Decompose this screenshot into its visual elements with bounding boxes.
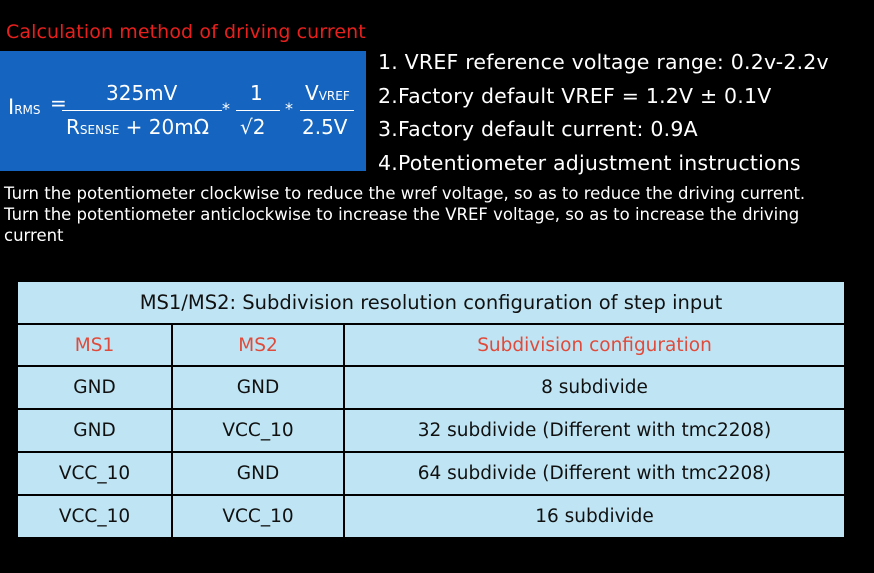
cell-ms2: GND xyxy=(171,451,345,496)
page-title: Calculation method of driving current xyxy=(6,21,366,43)
cell-ms2: VCC_10 xyxy=(171,494,345,539)
formula-fraction-bar-2 xyxy=(236,110,280,111)
cell-ms1: GND xyxy=(16,365,173,410)
formula-denominator: RSENSE + 20mΩ xyxy=(66,115,209,139)
cell-subdivision: 16 subdivide xyxy=(343,494,846,539)
description: Turn the potentiometer clockwise to redu… xyxy=(4,183,864,246)
cell-ms2: VCC_10 xyxy=(171,408,345,453)
formula-vref-main: V xyxy=(305,81,319,105)
formula-vref: VVREF xyxy=(305,81,350,105)
note-item: 1. VREF reference voltage range: 0.2v-2.… xyxy=(378,50,829,74)
current-formula: IRMS = 325mV RSENSE + 20mΩ * 1 √2 * VVRE… xyxy=(0,51,366,171)
formula-rsense-sub: SENSE xyxy=(79,123,120,137)
note-item: 3.Factory default current: 0.9A xyxy=(378,117,698,141)
cell-ms2: GND xyxy=(171,365,345,410)
notes-list: 1. VREF reference voltage range: 0.2v-2.… xyxy=(378,46,829,180)
formula-equals: = xyxy=(50,91,67,115)
cell-subdivision: 8 subdivide xyxy=(343,365,846,410)
cell-subdivision: 32 subdivide (Different with tmc2208) xyxy=(343,408,846,453)
formula-irms-sub: RMS xyxy=(14,103,41,117)
formula-numerator: 325mV xyxy=(106,81,178,105)
formula-fraction-bar-3 xyxy=(300,110,354,111)
formula-mult-1: * xyxy=(222,99,230,118)
table-row: GND VCC_10 32 subdivide (Different with … xyxy=(16,408,846,453)
formula-irms-main: I xyxy=(8,95,15,119)
formula-mult-2: * xyxy=(285,99,293,118)
header-ms2: MS2 xyxy=(171,323,345,367)
cell-ms1: VCC_10 xyxy=(16,494,173,539)
note-item: 2.Factory default VREF = 1.2V ± 0.1V xyxy=(378,83,772,108)
description-line: Turn the potentiometer anticlockwise to … xyxy=(4,205,800,224)
cell-ms1: GND xyxy=(16,408,173,453)
subdivision-table: MS1/MS2: Subdivision resolution configur… xyxy=(16,280,846,539)
header-ms1: MS1 xyxy=(16,323,173,367)
formula-fraction-bar xyxy=(62,110,222,111)
cell-ms1: VCC_10 xyxy=(16,451,173,496)
table-row: VCC_10 GND 64 subdivide (Different with … xyxy=(16,451,846,496)
table-header-row: MS1 MS2 Subdivision configuration xyxy=(16,323,846,367)
formula-vref-sub: VREF xyxy=(318,89,350,103)
header-subdivision: Subdivision configuration xyxy=(343,323,846,367)
table-row: VCC_10 VCC_10 16 subdivide xyxy=(16,494,846,539)
formula-divisor: 2.5V xyxy=(302,115,348,139)
formula-sqrt2: √2 xyxy=(240,115,266,139)
formula-rsense-main: R xyxy=(66,115,80,139)
note-item: 4.Potentiometer adjustment instructions xyxy=(378,150,801,175)
formula-irms: IRMS xyxy=(8,95,41,119)
table-title: MS1/MS2: Subdivision resolution configur… xyxy=(16,280,846,325)
formula-one: 1 xyxy=(250,81,263,105)
cell-subdivision: 64 subdivide (Different with tmc2208) xyxy=(343,451,846,496)
formula-denominator-rest: + 20mΩ xyxy=(125,115,209,139)
description-line: Turn the potentiometer clockwise to redu… xyxy=(4,184,806,203)
table-row: GND GND 8 subdivide xyxy=(16,365,846,410)
description-line: current xyxy=(4,226,64,245)
